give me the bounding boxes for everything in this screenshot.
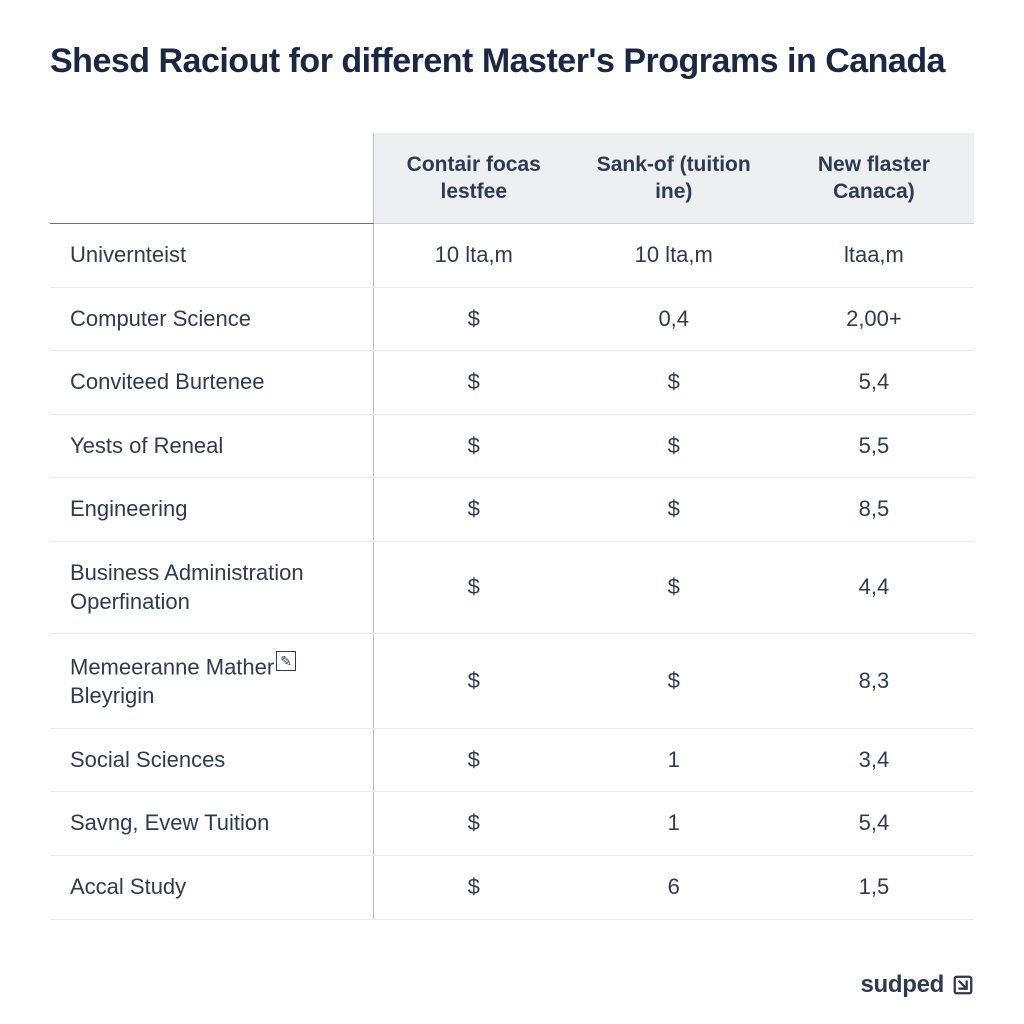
row-label: Business AdministrationOperfination [50,542,373,634]
row-value-3: 4,4 [774,542,974,634]
row-value-2: 1 [574,728,774,792]
row-value-1: $ [373,634,573,729]
row-value-3: 5,5 [774,414,974,478]
row-value-2: $ [574,478,774,542]
table-row: Engineering$$8,5 [50,478,974,542]
row-value-2: 6 [574,855,774,919]
row-label: Savng, Evew Tuition [50,792,373,856]
row-value-1: $ [373,728,573,792]
row-value-1: $ [373,792,573,856]
header-col-1: Contair focas lestfee [373,133,573,224]
row-value-1: $ [373,287,573,351]
row-value-3: 8,3 [774,634,974,729]
row-label: Social Sciences [50,728,373,792]
table-row: Accal Study$61,5 [50,855,974,919]
row-value-1: $ [373,478,573,542]
header-col-0 [50,133,373,224]
row-value-3: 8,5 [774,478,974,542]
row-label: Engineering [50,478,373,542]
header-col-3: New flaster Canaca) [774,133,974,224]
row-value-3: 5,4 [774,351,974,415]
row-value-3: 1,5 [774,855,974,919]
table-row: Business AdministrationOperfination$$4,4 [50,542,974,634]
row-value-1: $ [373,542,573,634]
row-value-2: 0,4 [574,287,774,351]
programs-table-container: Contair focas lestfee Sank-of (tuition i… [50,133,974,920]
table-row: Conviteed Burtenee$$5,4 [50,351,974,415]
row-value-3: 2,00+ [774,287,974,351]
row-value-1: 10 lta,m [373,224,573,288]
table-row: Computer Science$0,42,00+ [50,287,974,351]
brand-icon [952,974,974,996]
row-value-2: $ [574,634,774,729]
row-value-3: 5,4 [774,792,974,856]
table-row: Memeeranne Mather✎Bleyrigin$$8,3 [50,634,974,729]
row-value-1: $ [373,351,573,415]
table-row: Social Sciences$13,4 [50,728,974,792]
row-value-1: $ [373,855,573,919]
programs-table: Contair focas lestfee Sank-of (tuition i… [50,133,974,920]
row-value-2: 10 lta,m [574,224,774,288]
row-value-3: ltaa,m [774,224,974,288]
row-value-2: $ [574,542,774,634]
table-row: Yests of Reneal$$5,5 [50,414,974,478]
row-value-2: $ [574,351,774,415]
table-body: Univernteist10 lta,m10 lta,mltaa,mComput… [50,224,974,919]
brand-text: sudped [860,971,944,999]
row-value-2: $ [574,414,774,478]
row-label: Memeeranne Mather✎Bleyrigin [50,634,373,729]
row-value-1: $ [373,414,573,478]
row-label: Conviteed Burtenee [50,351,373,415]
page-title: Shesd Raciout for different Master's Pro… [50,40,974,83]
footer-brand: sudped [860,971,974,999]
row-label: Univernteist [50,224,373,288]
table-row: Univernteist10 lta,m10 lta,mltaa,m [50,224,974,288]
table-header-row: Contair focas lestfee Sank-of (tuition i… [50,133,974,224]
row-value-3: 3,4 [774,728,974,792]
table-row: Savng, Evew Tuition$15,4 [50,792,974,856]
row-label: Computer Science [50,287,373,351]
row-value-2: 1 [574,792,774,856]
row-label: Accal Study [50,855,373,919]
header-col-2: Sank-of (tuition ine) [574,133,774,224]
row-label: Yests of Reneal [50,414,373,478]
